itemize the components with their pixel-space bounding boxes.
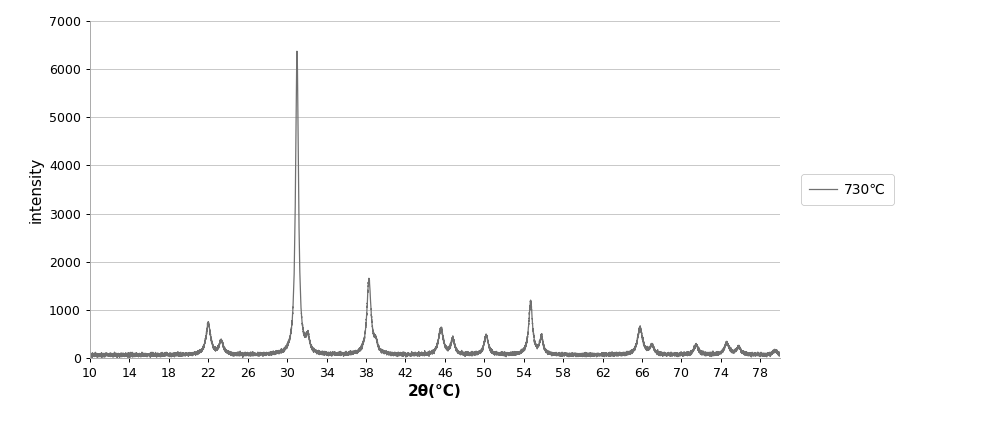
730℃ — [240, 351, 252, 356]
730℃ — [344, 348, 356, 353]
730℃ — [707, 353, 719, 358]
730℃ — [241, 352, 253, 357]
Line: 730℃: 730℃ — [90, 51, 780, 358]
730℃ — [245, 349, 257, 354]
730℃ — [291, 49, 303, 54]
730℃ — [111, 355, 123, 360]
Legend: 730℃: 730℃ — [801, 174, 894, 205]
Y-axis label: intensity: intensity — [28, 156, 43, 223]
X-axis label: 2θ(°C): 2θ(°C) — [408, 384, 462, 399]
730℃ — [193, 349, 205, 354]
730℃ — [84, 352, 96, 357]
730℃ — [774, 351, 786, 356]
